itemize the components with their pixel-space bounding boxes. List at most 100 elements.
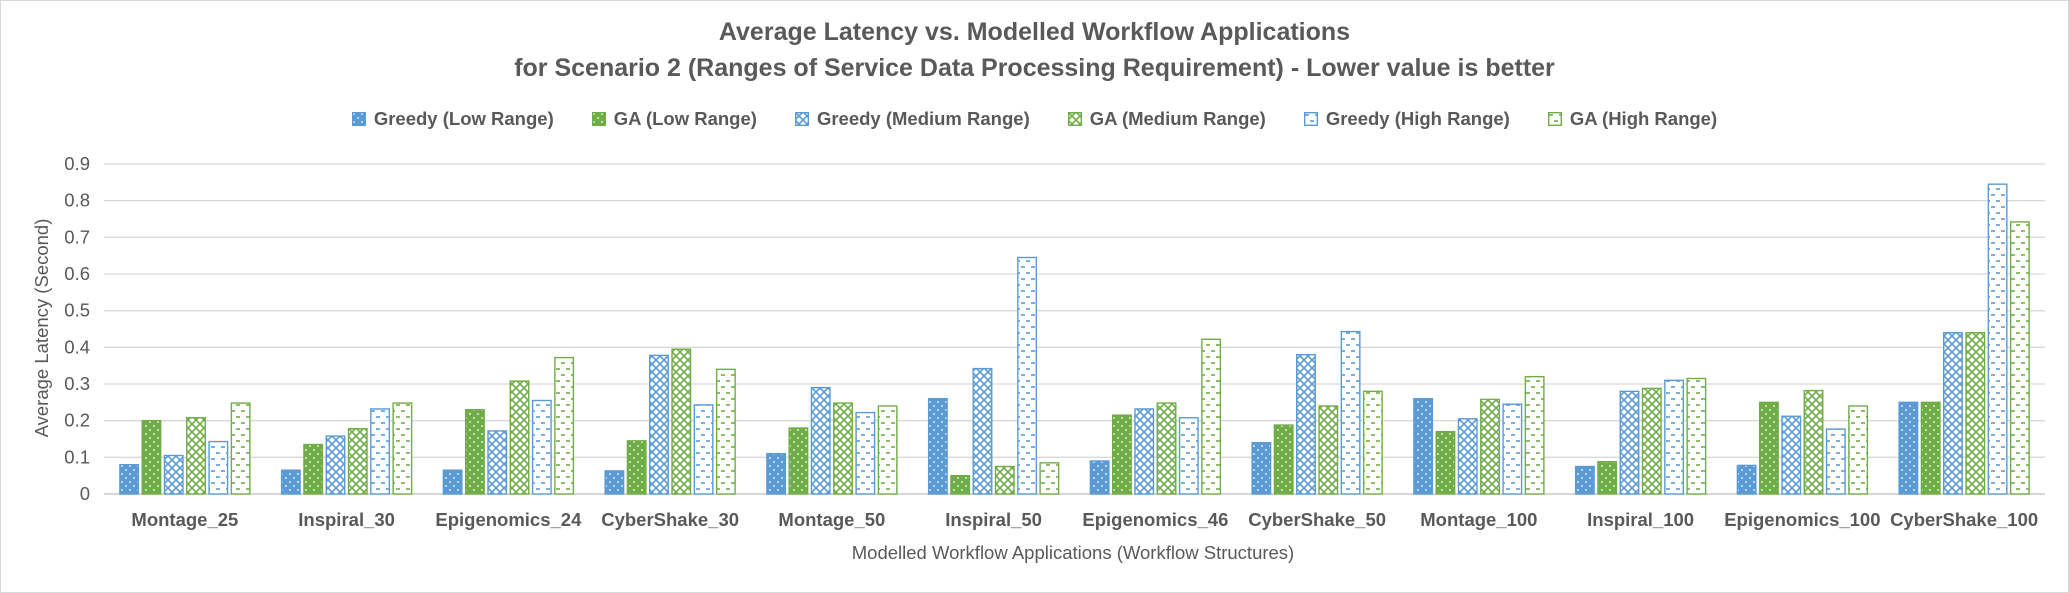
legend-swatch [1547, 112, 1562, 126]
x-tick-label: CyberShake_50 [1248, 509, 1386, 530]
legend-item: Greedy (Low Range) [351, 108, 554, 130]
x-tick-label: Montage_50 [778, 509, 885, 530]
bar [1664, 379, 1685, 495]
x-tick-label: Inspiral_100 [1587, 509, 1694, 530]
bar [141, 419, 162, 495]
bar [877, 405, 898, 495]
bar [1480, 398, 1500, 495]
y-tick-label: 0.2 [64, 410, 90, 431]
bar [1457, 418, 1478, 495]
bar [649, 354, 669, 495]
bar [325, 435, 346, 495]
bar [1413, 397, 1434, 495]
legend-swatch [591, 112, 606, 126]
legend-item: GA (Low Range) [591, 108, 757, 130]
bar [1156, 402, 1177, 495]
legend-item: Greedy (Medium Range) [794, 108, 1030, 130]
bar [1251, 441, 1272, 495]
legend-label: GA (High Range) [1569, 108, 1718, 129]
bar [1111, 414, 1132, 495]
y-tick-label: 0 [80, 483, 90, 504]
bar [2009, 221, 2030, 495]
legend-item: Greedy (High Range) [1303, 108, 1510, 130]
bar [994, 465, 1015, 495]
bar [1524, 375, 1545, 495]
bar [833, 402, 853, 495]
bar [810, 386, 831, 495]
bar [1736, 464, 1757, 495]
bar [1987, 183, 2008, 495]
x-axis: Montage_25 Inspiral_30 Epigenomics_24 Cyber… [131, 509, 2038, 530]
y-axis: 0 0.1 0.2 0.3 0.4 0.5 0.6 0.7 0.8 0.9 [64, 153, 90, 504]
legend-swatch [1303, 112, 1318, 126]
legend-label: GA (Low Range) [613, 108, 757, 129]
bar [1848, 405, 1869, 495]
bar [1597, 461, 1618, 495]
bar [1965, 331, 1986, 495]
bar [1134, 408, 1155, 495]
y-tick-label: 0.7 [64, 226, 90, 247]
legend-label: Greedy (High Range) [1325, 108, 1510, 129]
bar [1502, 403, 1523, 495]
x-tick-label: Epigenomics_46 [1082, 509, 1228, 530]
bar [1619, 390, 1640, 495]
bar [626, 440, 647, 495]
bar [208, 440, 229, 495]
bar [1920, 401, 1941, 495]
bar [119, 463, 140, 495]
bar [1296, 353, 1316, 495]
legend-label: GA (Medium Range) [1089, 108, 1266, 129]
bar [1943, 331, 1963, 495]
bar [1686, 377, 1707, 495]
bar [464, 408, 485, 495]
bar [1017, 256, 1038, 495]
x-tick-label: Inspiral_50 [945, 509, 1042, 530]
bar [1340, 330, 1361, 495]
x-tick-label: CyberShake_30 [601, 509, 739, 530]
y-tick-label: 0.8 [64, 190, 90, 211]
bar [788, 427, 809, 495]
chart-legend: Greedy (Low Range) GA (Low Range) Greedy (… [0, 108, 2069, 130]
legend-label: Greedy (Low Range) [373, 108, 554, 129]
y-tick-label: 0.6 [64, 263, 90, 284]
bar [1641, 387, 1662, 495]
bar [693, 404, 714, 495]
legend-swatch [1067, 112, 1082, 126]
gridlines [104, 163, 2045, 495]
bar [554, 356, 575, 495]
bar [1781, 415, 1802, 495]
bar [1898, 401, 1919, 495]
bar [927, 397, 948, 495]
chart-title: Average Latency vs. Modelled Workflow Ap… [718, 18, 1351, 46]
legend-swatch [351, 112, 366, 126]
bar [509, 380, 530, 495]
bar [347, 428, 368, 495]
bar [1803, 389, 1824, 495]
bar [972, 367, 993, 495]
bar [1758, 401, 1779, 495]
bar [1318, 405, 1339, 495]
legend-item: GA (Medium Range) [1067, 108, 1266, 130]
bar [163, 454, 184, 495]
bar [531, 399, 552, 495]
bar [230, 402, 251, 495]
bar [370, 408, 391, 495]
bar [1178, 417, 1199, 495]
x-tick-label: Epigenomics_100 [1724, 509, 1880, 530]
bar [1273, 424, 1294, 495]
bar [671, 348, 692, 495]
y-tick-label: 0.4 [64, 336, 90, 357]
bar [186, 417, 206, 495]
x-tick-label: CyberShake_100 [1890, 509, 2038, 530]
y-tick-label: 0.5 [64, 300, 90, 321]
bar [1574, 465, 1595, 495]
y-axis-label: Average Latency (Second) [31, 219, 52, 438]
bar [303, 443, 324, 495]
y-tick-label: 0.1 [64, 446, 90, 467]
bar [1039, 462, 1060, 495]
bar [1435, 430, 1456, 495]
x-axis-label: Modelled Workflow Applications (Workflow… [852, 542, 1294, 563]
bar [442, 469, 463, 495]
bar [487, 430, 508, 495]
